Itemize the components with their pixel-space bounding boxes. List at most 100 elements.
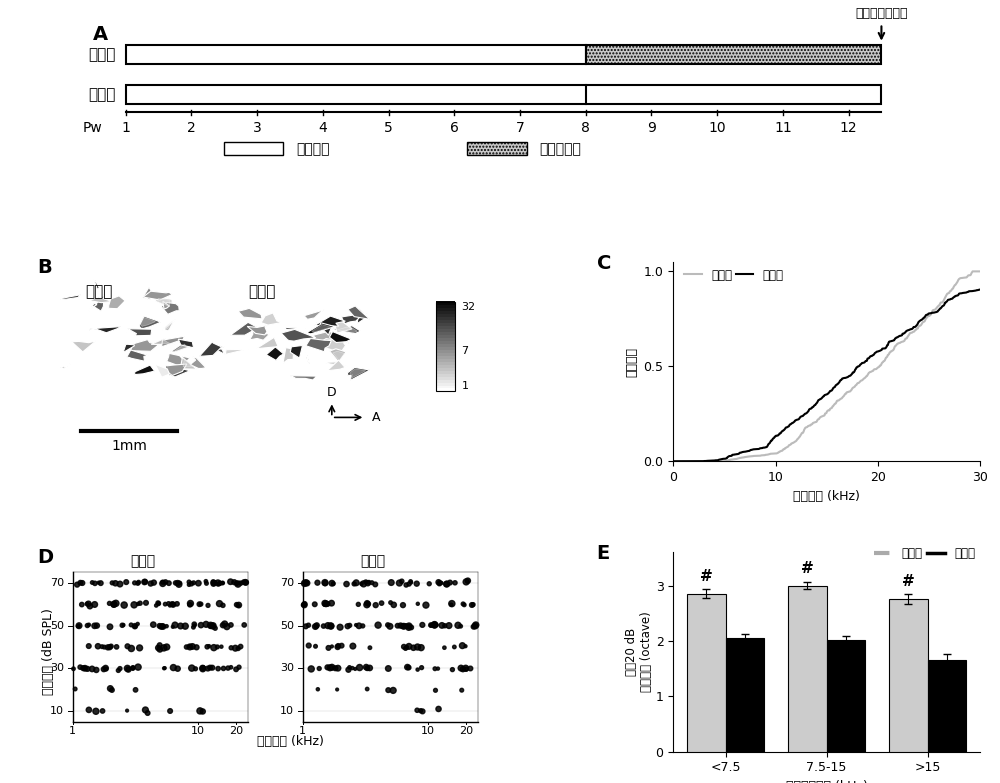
Polygon shape: [348, 306, 370, 319]
Legend: 用药组, 空白组: 用药组, 空白组: [870, 543, 980, 565]
Point: [437, 619, 453, 632]
Point: [192, 705, 208, 717]
Point: [348, 619, 364, 631]
Polygon shape: [130, 340, 158, 352]
Text: 12: 12: [840, 121, 857, 135]
Bar: [436, 310, 455, 314]
Point: [79, 662, 95, 675]
Point: [298, 576, 314, 589]
Bar: [436, 325, 455, 329]
Point: [183, 578, 199, 590]
Polygon shape: [332, 334, 350, 344]
Point: [298, 620, 314, 633]
Point: [348, 576, 364, 589]
Bar: [467, 143, 527, 155]
Point: [415, 705, 431, 718]
Point: [442, 576, 458, 589]
Polygon shape: [266, 347, 284, 360]
Text: 10: 10: [50, 706, 64, 716]
Point: [181, 576, 197, 588]
Point: [72, 661, 88, 673]
Text: #: #: [801, 561, 814, 576]
Point: [203, 620, 219, 633]
Point: [444, 663, 460, 676]
Point: [455, 663, 471, 676]
Text: 10: 10: [191, 726, 205, 736]
Point: [152, 619, 168, 632]
Point: [456, 599, 472, 612]
Point: [184, 640, 200, 653]
Point: [360, 597, 376, 610]
Point: [409, 704, 425, 716]
Point: [145, 619, 161, 631]
Text: 6: 6: [450, 121, 459, 135]
Point: [206, 578, 222, 590]
Point: [98, 662, 114, 675]
Point: [310, 683, 326, 695]
Text: #: #: [700, 569, 713, 584]
Legend: 用药组, 空白组: 用药组, 空白组: [679, 264, 789, 287]
Point: [102, 620, 118, 633]
Point: [162, 705, 178, 717]
Point: [330, 640, 346, 653]
Polygon shape: [158, 298, 170, 306]
Point: [123, 619, 139, 631]
Polygon shape: [163, 321, 172, 329]
Point: [152, 643, 168, 655]
Point: [169, 597, 185, 610]
Polygon shape: [61, 294, 81, 299]
Point: [150, 597, 166, 609]
Point: [465, 598, 481, 611]
Polygon shape: [170, 341, 193, 352]
Point: [77, 662, 93, 674]
Point: [204, 662, 220, 674]
Point: [158, 576, 174, 588]
Point: [82, 600, 98, 612]
Polygon shape: [225, 348, 253, 355]
Text: 1: 1: [69, 726, 76, 736]
Point: [307, 620, 323, 633]
Point: [155, 577, 171, 590]
Point: [223, 576, 239, 588]
Point: [399, 641, 415, 654]
Polygon shape: [94, 294, 104, 311]
Point: [359, 598, 375, 611]
Point: [458, 663, 474, 676]
Point: [383, 597, 399, 609]
Point: [364, 576, 380, 589]
Polygon shape: [127, 350, 148, 361]
Point: [189, 641, 205, 654]
Point: [231, 661, 247, 673]
Bar: [436, 323, 455, 326]
Text: 8: 8: [581, 121, 590, 135]
Point: [308, 640, 324, 652]
Bar: [436, 334, 455, 337]
Point: [130, 597, 146, 610]
Polygon shape: [283, 348, 294, 363]
Point: [309, 619, 325, 632]
Point: [359, 597, 375, 609]
Point: [233, 577, 249, 590]
Point: [94, 640, 110, 653]
Point: [359, 662, 375, 674]
Point: [206, 641, 222, 654]
Point: [116, 599, 132, 612]
Point: [380, 662, 396, 675]
Point: [165, 598, 181, 611]
Bar: [436, 358, 455, 362]
Point: [165, 662, 181, 674]
Polygon shape: [109, 296, 125, 309]
Point: [103, 640, 119, 652]
Point: [297, 597, 313, 610]
Point: [227, 642, 243, 655]
Point: [324, 640, 340, 653]
Polygon shape: [89, 297, 112, 303]
Point: [396, 620, 412, 633]
Point: [405, 641, 421, 654]
Point: [317, 577, 333, 590]
Text: 空白组: 空白组: [360, 554, 385, 568]
Point: [74, 577, 90, 590]
Point: [413, 641, 429, 654]
Polygon shape: [156, 297, 173, 308]
Point: [303, 662, 319, 675]
